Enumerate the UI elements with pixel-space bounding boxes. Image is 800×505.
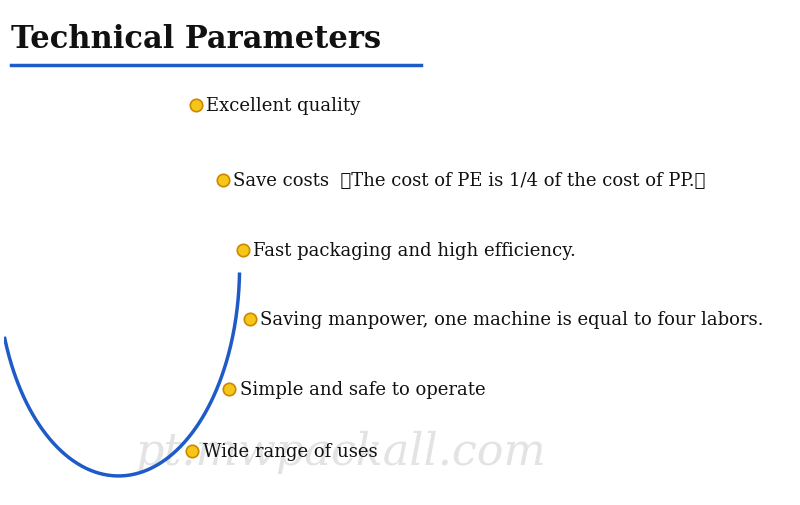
Text: Saving manpower, one machine is equal to four labors.: Saving manpower, one machine is equal to…: [260, 311, 763, 329]
Text: Excellent quality: Excellent quality: [206, 97, 360, 115]
Point: [243, 316, 256, 324]
Point: [237, 246, 250, 254]
Point: [216, 176, 229, 184]
Point: [223, 385, 236, 393]
Text: Wide range of uses: Wide range of uses: [202, 442, 377, 460]
Text: pt.mwpackall.com: pt.mwpackall.com: [135, 430, 546, 473]
Point: [190, 102, 202, 110]
Point: [186, 447, 199, 455]
Text: Simple and safe to operate: Simple and safe to operate: [239, 380, 485, 398]
Text: Technical Parameters: Technical Parameters: [11, 24, 381, 55]
Text: Save costs  （The cost of PE is 1/4 of the cost of PP.）: Save costs （The cost of PE is 1/4 of the…: [233, 172, 706, 189]
Text: Fast packaging and high efficiency.: Fast packaging and high efficiency.: [253, 241, 576, 259]
